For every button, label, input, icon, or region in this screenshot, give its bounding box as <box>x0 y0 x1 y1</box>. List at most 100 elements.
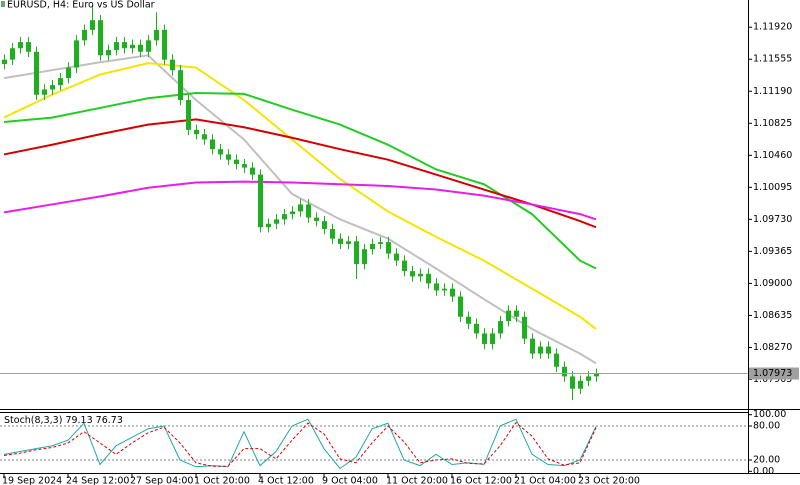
plot-layer <box>2 5 599 401</box>
candle-body <box>306 204 311 218</box>
bid-label: 1.07973 <box>753 368 792 379</box>
indicator-label: Stoch(8,3,3) 79.13 76.73 <box>4 415 123 426</box>
candle-body <box>346 241 351 244</box>
candle-body <box>482 333 487 344</box>
y-tick-label: 1.11555 <box>753 54 792 65</box>
candle-body <box>362 249 367 265</box>
candle-body <box>378 242 383 244</box>
candle-body <box>282 214 287 220</box>
y-tick-label: 80.00 <box>753 421 780 432</box>
x-tick-label: 1 Oct 20:00 <box>194 476 250 485</box>
y-tick-label: 1.08270 <box>753 342 792 353</box>
candle-body <box>538 346 543 354</box>
candle-body <box>130 44 135 49</box>
candle-body <box>74 40 79 68</box>
candle-body <box>450 288 455 297</box>
candle-body <box>386 242 391 254</box>
candle-body <box>154 29 159 41</box>
candle-body <box>370 243 375 250</box>
candle-body <box>458 296 463 317</box>
candle-body <box>498 321 503 334</box>
candle-body <box>330 229 335 239</box>
candle-body <box>258 174 263 228</box>
candle-body <box>410 271 415 277</box>
candle-body <box>298 204 303 212</box>
candle-body <box>266 223 271 228</box>
candle-body <box>490 333 495 344</box>
candle-body <box>594 373 599 377</box>
candle-body <box>570 376 575 389</box>
candle-body <box>42 89 47 95</box>
candle-body <box>402 260 407 272</box>
y-tick-label: 1.09000 <box>753 278 792 289</box>
candle-body <box>146 40 151 52</box>
x-tick-label: 16 Oct 12:00 <box>450 476 512 485</box>
x-tick-label: 27 Sep 04:00 <box>130 476 193 485</box>
x-tick-label: 24 Sep 12:00 <box>66 476 129 485</box>
y-tick-label: 1.08635 <box>753 310 792 321</box>
candle-body <box>202 134 207 140</box>
y-tick-label: 0.00 <box>753 466 774 477</box>
x-tick-label: 11 Oct 20:00 <box>386 476 448 485</box>
candle-body <box>418 273 423 277</box>
candle-body <box>98 20 103 56</box>
moving-average <box>3 92 597 270</box>
candle-body <box>26 42 31 52</box>
y-tick-label: 1.10460 <box>753 150 792 161</box>
y-tick-label: 100.00 <box>753 409 786 420</box>
candle-body <box>138 44 143 52</box>
indicator-value: 76.73 <box>96 415 123 426</box>
candle-body <box>122 42 127 49</box>
candle-body <box>186 100 191 130</box>
candle-body <box>2 59 7 65</box>
candle-body <box>250 167 255 175</box>
candle-body <box>530 338 535 354</box>
x-tick-label: 19 Sep 2024 <box>2 476 62 485</box>
candle-body <box>546 346 551 354</box>
candle-body <box>210 139 215 150</box>
candle-body <box>66 67 71 79</box>
stochastic-line <box>3 421 597 467</box>
candle-body <box>234 159 239 165</box>
candle-body <box>474 323 479 334</box>
candle-body <box>442 288 447 291</box>
candle-body <box>218 149 223 155</box>
candle-body <box>314 217 319 222</box>
candle-body <box>522 316 527 339</box>
candle-body <box>466 316 471 324</box>
x-tick-label: 23 Oct 20:00 <box>578 476 640 485</box>
candle-body <box>90 20 95 30</box>
y-tick-label: 1.10825 <box>753 118 792 129</box>
candle-body <box>290 211 295 215</box>
candle-body <box>338 238 343 244</box>
candle-body <box>106 50 111 56</box>
candle-body <box>578 380 583 389</box>
candle-body <box>50 85 55 90</box>
moving-average <box>3 62 597 330</box>
x-tick-label: 4 Oct 12:00 <box>258 476 314 485</box>
moving-average <box>3 118 597 229</box>
candle-body <box>506 310 511 322</box>
stochastic-line <box>3 418 597 470</box>
candle-body <box>170 59 175 71</box>
y-tick-label: 1.09730 <box>753 214 792 225</box>
bid-box <box>749 367 799 380</box>
y-tick-label: 20.00 <box>753 454 780 465</box>
candle-body <box>586 376 591 381</box>
candle-body <box>434 283 439 291</box>
indicator-value: 79.13 <box>65 415 92 426</box>
candle-body <box>554 353 559 367</box>
y-tick-label: 1.11920 <box>753 22 792 33</box>
indicator-name: Stoch(8,3,3) <box>4 415 62 426</box>
chart-title: EURUSD, H4: Euro vs US Dollar <box>7 0 155 11</box>
candle-body <box>562 366 567 377</box>
candle-body <box>426 273 431 284</box>
candle-body <box>242 164 247 168</box>
candle-body <box>194 129 199 135</box>
candle-body <box>18 42 23 49</box>
candle-body <box>514 310 519 317</box>
candle-body <box>178 70 183 101</box>
candle-body <box>322 221 327 230</box>
